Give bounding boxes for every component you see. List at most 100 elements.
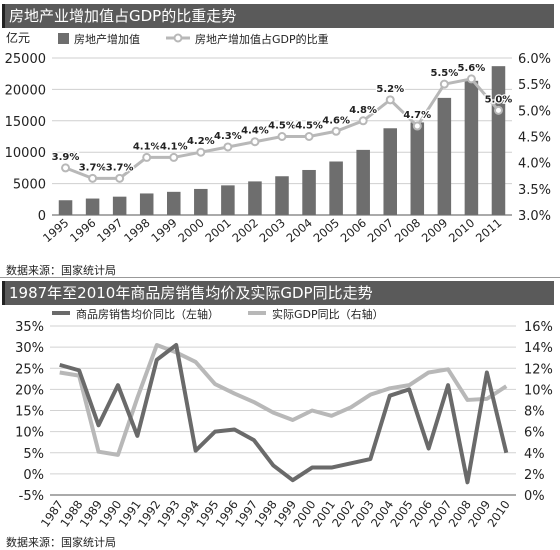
chart1-x-tick: 2000 bbox=[175, 216, 206, 246]
chart1-ratio-label: 4.6% bbox=[322, 115, 350, 126]
chart1-bar bbox=[275, 176, 289, 215]
chart2-left-tick: 20% bbox=[15, 383, 44, 398]
chart1-bar bbox=[302, 169, 316, 215]
chart1-right-tick: 6.0% bbox=[518, 52, 551, 67]
chart1-ratio-label: 4.3% bbox=[214, 131, 242, 142]
chart1-left-tick: 0 bbox=[38, 209, 46, 224]
chart1-x-tick: 2006 bbox=[338, 216, 369, 246]
chart1-ratio-label: 3.7% bbox=[79, 162, 107, 173]
chart1-bar bbox=[85, 198, 100, 215]
chart1-ratio-point bbox=[412, 121, 422, 131]
chart1-left-unit: 亿元 bbox=[6, 30, 30, 45]
chart2-gdp-line bbox=[59, 343, 508, 457]
chart1-bar bbox=[58, 200, 73, 215]
chart2-right-tick: 10% bbox=[524, 383, 553, 398]
chart2-right-tick: 2% bbox=[524, 468, 545, 483]
chart1-ratio-label: 4.2% bbox=[187, 136, 215, 147]
chart1-x-tick: 2005 bbox=[311, 216, 342, 246]
chart1-x-tick: 2011 bbox=[473, 216, 504, 246]
chart1-legend-bar-swatch bbox=[58, 33, 69, 44]
chart2-svg: 商品房销售均价同比（左轴） 实际GDP同比（右轴） -5% 0% 5% 10% 15% 20%… bbox=[15, 307, 553, 530]
chart1-ratio-label: 4.5% bbox=[268, 121, 296, 132]
chart2-right-tick: 14% bbox=[524, 341, 553, 356]
chart1-right-tick: 4.0% bbox=[518, 157, 551, 172]
chart1-x-tick: 2004 bbox=[284, 216, 315, 246]
chart2-legend-label-2: 实际GDP同比（右轴） bbox=[272, 307, 384, 321]
chart1-left-tick: 20000 bbox=[5, 83, 46, 98]
chart2-left-tick: 5% bbox=[23, 447, 44, 462]
chart1-x-tick: 2008 bbox=[392, 216, 423, 246]
chart1-right-tick: 5.0% bbox=[518, 104, 551, 119]
chart1-x-tick: 2001 bbox=[202, 216, 233, 246]
chart2-price-line bbox=[59, 343, 509, 485]
chart1-bar bbox=[194, 188, 208, 215]
chart1-ratio-point bbox=[196, 147, 206, 157]
chart1-ratio-label: 3.7% bbox=[106, 162, 134, 173]
chart1-legend-line-marker bbox=[173, 33, 183, 43]
chart1-right-tick: 5.5% bbox=[518, 78, 551, 93]
chart1-x-tick: 1997 bbox=[94, 216, 125, 246]
chart2-left-tick: 35% bbox=[15, 320, 44, 335]
chart2-right-tick: 12% bbox=[524, 362, 553, 377]
chart1-x-tick: 1996 bbox=[67, 216, 98, 246]
chart2-left-tick: 25% bbox=[15, 362, 44, 377]
chart1-ratio-point bbox=[88, 173, 98, 183]
chart1-bar bbox=[410, 122, 425, 215]
chart1-x-tick: 2003 bbox=[256, 216, 287, 246]
chart1-right-tick: 4.5% bbox=[518, 131, 551, 146]
chart1-ratio-point bbox=[169, 152, 179, 162]
chart2-legend-label-1: 商品房销售均价同比（左轴） bbox=[76, 307, 219, 321]
chart2-left-tick: 0% bbox=[23, 468, 44, 483]
chart1-x-tick: 1999 bbox=[148, 216, 179, 246]
chart1-bar bbox=[437, 97, 452, 215]
chart1-left-tick: 5000 bbox=[13, 178, 46, 193]
chart2-right-tick: 6% bbox=[524, 426, 545, 441]
chart1-ratio-label: 4.8% bbox=[349, 105, 377, 116]
divider bbox=[0, 277, 560, 278]
chart1-ratio-label: 4.4% bbox=[241, 126, 269, 137]
chart1-bar bbox=[464, 80, 479, 215]
chart1-ratio-point bbox=[304, 132, 314, 141]
chart1-ratio-label: 4.5% bbox=[295, 121, 323, 132]
chart1-left-tick: 25000 bbox=[5, 52, 46, 67]
chart1-left-tick: 15000 bbox=[5, 115, 46, 130]
chart1-x-tick: 2007 bbox=[365, 216, 396, 246]
chart2-source: 数据来源：国家统计局 bbox=[6, 536, 116, 549]
chart1-legend-line-label: 房地产增加值占GDP的比重 bbox=[195, 32, 329, 46]
chart1-ratio-point bbox=[223, 142, 233, 152]
chart1-ratio-label: 4.7% bbox=[403, 110, 431, 121]
chart1-ratio-point bbox=[250, 137, 260, 147]
chart1-ratio-point bbox=[493, 105, 503, 115]
chart1-x-tick: 2010 bbox=[446, 216, 477, 246]
chart1-ratio-point bbox=[142, 152, 152, 162]
chart2-left-tick: 10% bbox=[15, 426, 44, 441]
chart2-x-tick: 2010 bbox=[484, 498, 512, 530]
chart1-bar bbox=[221, 185, 235, 215]
chart1-bar bbox=[139, 193, 154, 215]
chart1-right-tick: 3.5% bbox=[518, 183, 551, 198]
chart1-ratio-label: 5.0% bbox=[485, 94, 513, 105]
chart2-right-tick: 4% bbox=[524, 447, 545, 462]
chart1-bar bbox=[112, 196, 127, 215]
chart2-left-tick: -5% bbox=[19, 489, 44, 504]
chart1-left-tick: 10000 bbox=[5, 146, 46, 161]
chart2-right-tick: 16% bbox=[524, 320, 553, 335]
chart1-x-tick: 2009 bbox=[419, 216, 450, 246]
chart1-bar bbox=[248, 181, 262, 215]
chart1-title: 房地产业增加值占GDP的比重走势 bbox=[2, 4, 554, 28]
chart1-bar bbox=[383, 128, 397, 215]
chart1-ratio-label: 4.1% bbox=[133, 141, 161, 152]
chart2-right-tick: 8% bbox=[524, 405, 545, 420]
chart1-x-tick: 2002 bbox=[229, 216, 260, 246]
chart1-bar bbox=[329, 161, 343, 215]
chart1-source: 数据来源：国家统计局 bbox=[6, 264, 116, 277]
chart2-left-tick: 30% bbox=[15, 341, 44, 356]
chart1-ratio-label: 5.2% bbox=[376, 84, 404, 95]
chart2-right-tick: 0% bbox=[524, 489, 545, 504]
chart1-ratio-point bbox=[358, 116, 368, 126]
chart1-bar bbox=[167, 191, 181, 215]
chart1-ratio-point bbox=[439, 79, 449, 89]
chart1-x-tick: 1998 bbox=[121, 216, 152, 246]
chart1-ratio-label: 5.6% bbox=[458, 63, 486, 74]
